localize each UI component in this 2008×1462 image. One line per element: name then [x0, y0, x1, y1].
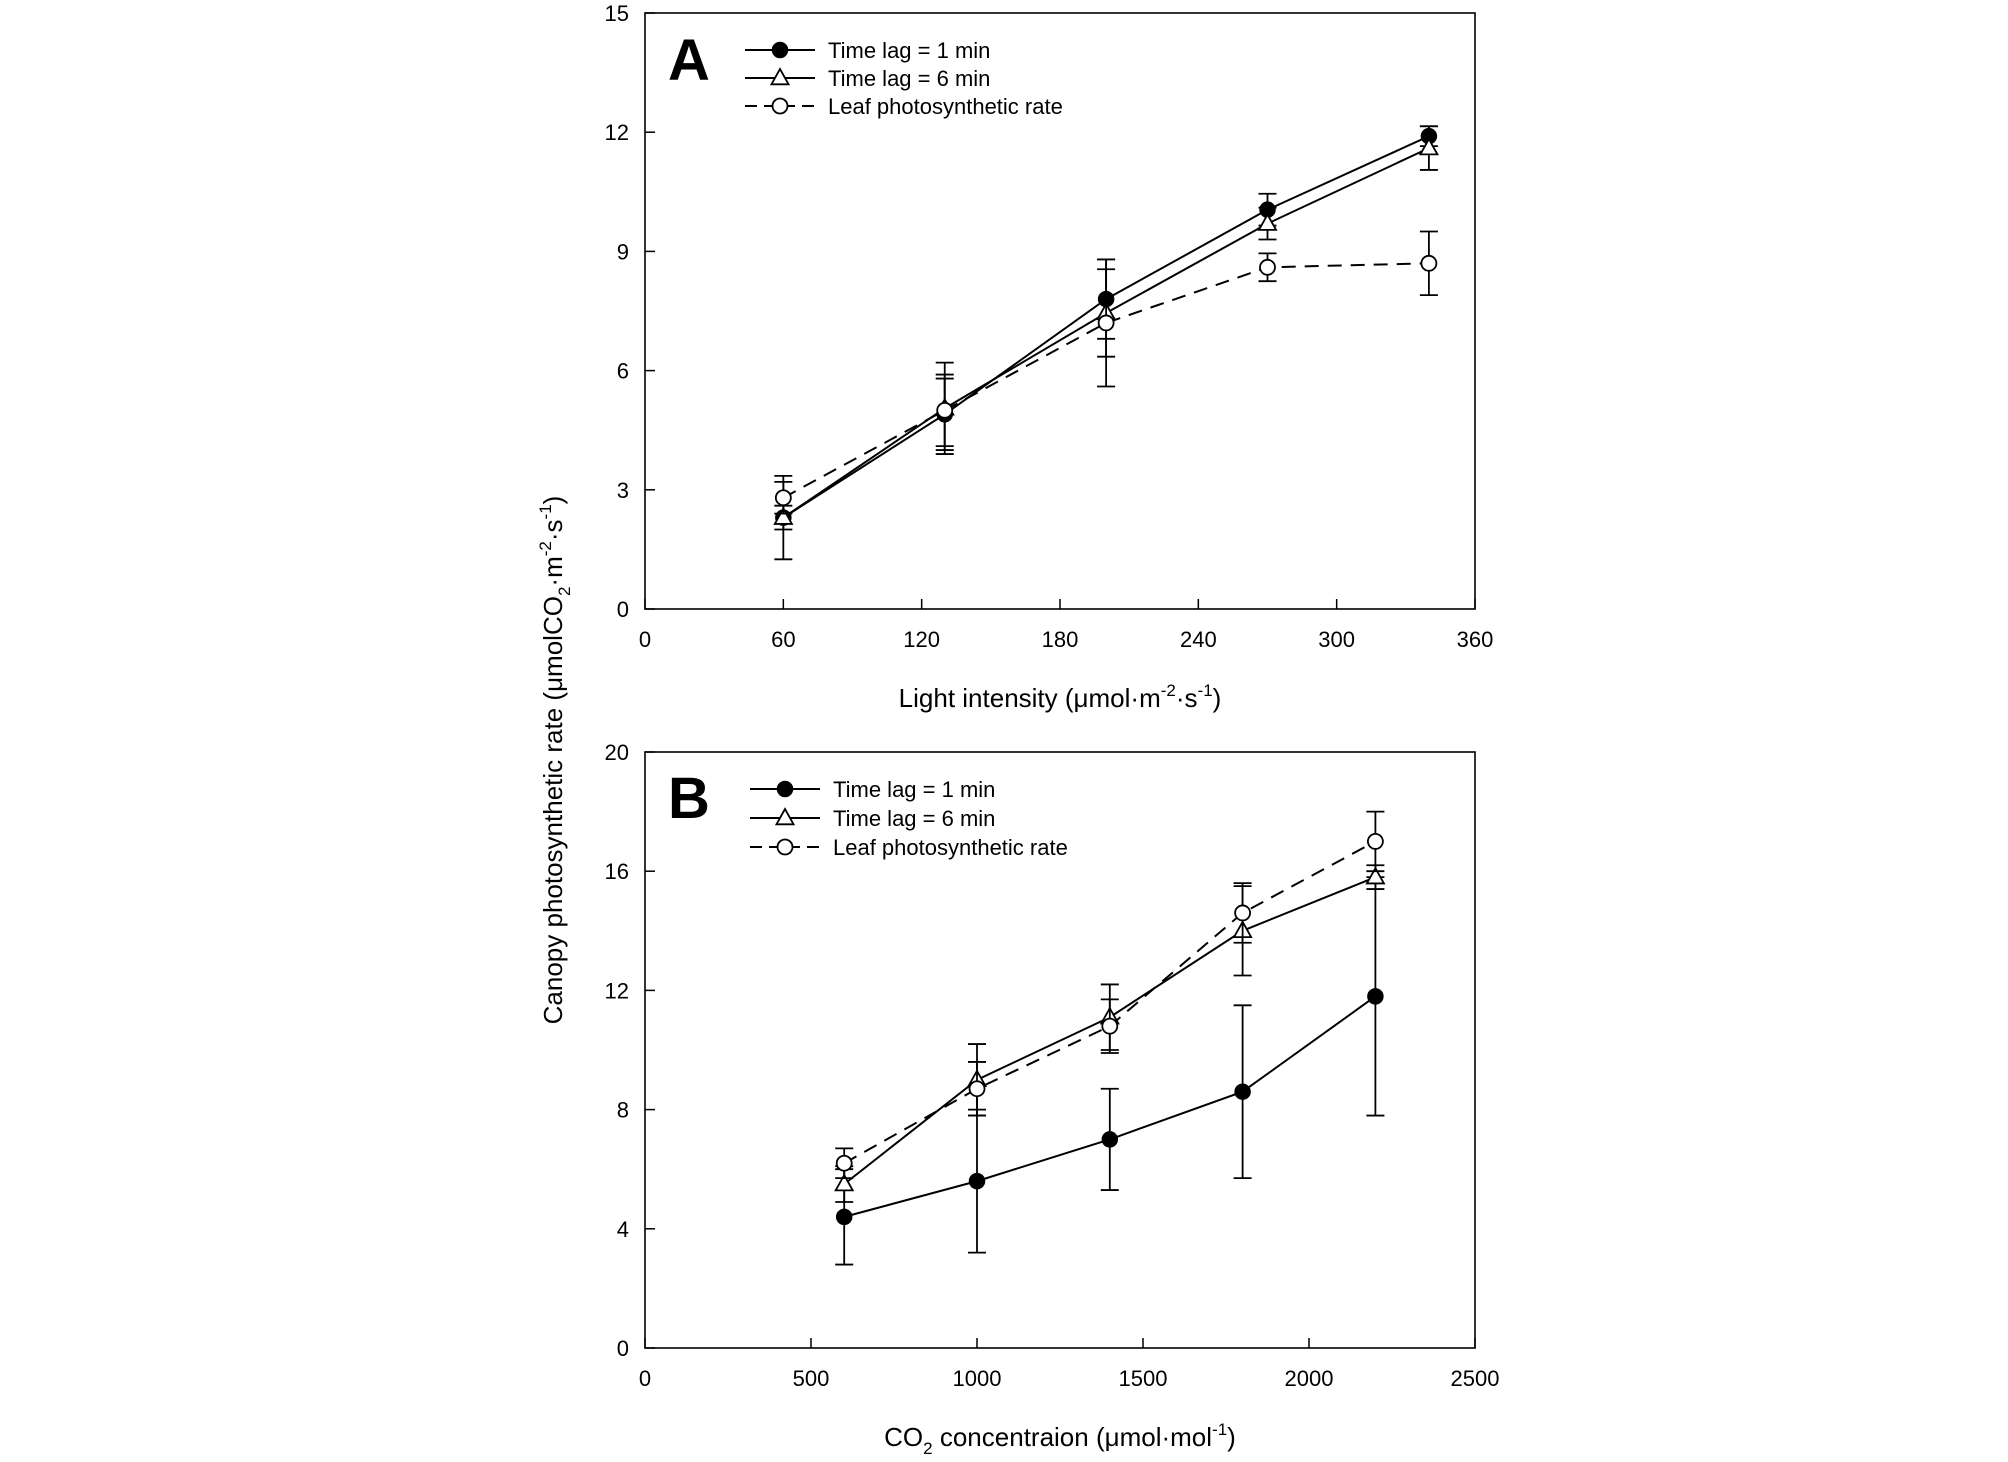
marker-filled-circle — [1101, 1131, 1119, 1148]
label-part: -2 — [536, 541, 555, 556]
marker-open-circle — [1101, 1017, 1119, 1035]
legend-label: Leaf photosynthetic rate — [833, 835, 1068, 860]
y-tick-label: 16 — [605, 859, 629, 884]
marker-filled-circle — [835, 1208, 853, 1226]
x-tick-label: 300 — [1318, 627, 1355, 652]
y-tick-label: 0 — [617, 1336, 629, 1361]
marker-open-circle — [776, 838, 794, 856]
label-part: ·m — [538, 556, 568, 586]
label-part: CO — [884, 1422, 923, 1452]
x-tick-label: 2500 — [1451, 1366, 1500, 1391]
y-tick-label: 3 — [617, 478, 629, 503]
legend-label: Leaf photosynthetic rate — [828, 94, 1063, 119]
y-tick-label: 20 — [605, 740, 629, 765]
x-tick-label: 360 — [1457, 627, 1494, 652]
label-part: 2 — [555, 587, 574, 596]
legend-item: Time lag = 1 min — [745, 38, 990, 63]
label-part: 2 — [923, 1439, 932, 1457]
x-tick-label: 1500 — [1119, 1366, 1168, 1391]
x-tick-label: 2000 — [1285, 1366, 1334, 1391]
y-tick-label: 8 — [617, 1098, 629, 1123]
y-tick-label: 9 — [617, 239, 629, 264]
y-tick-label: 12 — [605, 978, 629, 1003]
marker-open-circle — [1420, 254, 1438, 272]
marker-open-triangle — [769, 67, 791, 86]
panel-a: 0 60 120 180 240 300 360 0 3 6 9 12 15 Light intensit… — [605, 1, 1494, 713]
marker-filled-circle — [1367, 988, 1384, 1005]
marker-open-triangle — [773, 506, 794, 525]
marker-filled-circle — [776, 780, 794, 798]
series-1 — [835, 876, 1385, 1266]
x-tick-label: 0 — [639, 1366, 651, 1391]
marker-open-triangle — [1365, 866, 1386, 885]
series-line — [782, 262, 1429, 499]
marker-open-circle — [771, 97, 789, 115]
label-part: ·s — [1176, 683, 1198, 713]
marker-open-circle — [1097, 314, 1115, 332]
marker-open-circle — [1234, 904, 1251, 922]
label-part: ·s — [538, 519, 568, 541]
x-tick-label: 240 — [1180, 627, 1217, 652]
x-axis-label: Light intensity (μmol·m-2·s-1) — [899, 681, 1222, 713]
marker-open-circle — [936, 401, 954, 419]
plot-frame — [644, 751, 1476, 1349]
label-part: -1 — [536, 504, 555, 519]
y-tick-label: 6 — [617, 359, 629, 384]
label-part: -1 — [1212, 1420, 1227, 1439]
panel-label: A — [668, 28, 710, 93]
marker-filled-circle — [1234, 1083, 1251, 1100]
x-axis-label: CO2 concentraion (μmol·mol-1) — [884, 1420, 1236, 1457]
marker-open-circle — [835, 1154, 853, 1172]
series-3 — [774, 230, 1438, 515]
series-3 — [835, 810, 1385, 1180]
panel-label: B — [668, 766, 710, 831]
x-tick-label: 180 — [1042, 627, 1079, 652]
label-part: Canopy photosynthetic rate (μmolCO — [538, 596, 568, 1024]
legend-label: Time lag = 1 min — [828, 38, 990, 63]
legend-label: Time lag = 1 min — [833, 777, 995, 802]
marker-open-triangle — [1257, 212, 1278, 231]
legend-item: Time lag = 6 min — [750, 806, 995, 831]
marker-open-circle — [1367, 833, 1384, 850]
y-tick-label: 4 — [617, 1217, 629, 1242]
x-tick-label: 500 — [793, 1366, 830, 1391]
marker-open-circle — [968, 1080, 986, 1098]
label-part: ) — [1213, 683, 1222, 713]
legend-item: Time lag = 1 min — [750, 777, 995, 802]
legend-item: Leaf photosynthetic rate — [750, 835, 1068, 860]
y-tick-label: 0 — [617, 597, 629, 622]
marker-open-triangle — [1418, 137, 1439, 156]
label-part: Light intensity (μmol·m — [899, 683, 1161, 713]
marker-open-triangle — [774, 807, 796, 826]
y-tick-label: 12 — [605, 120, 629, 145]
legend: Time lag = 1 min Time lag = 6 min Leaf pho… — [745, 38, 1063, 119]
label-part: -2 — [1161, 681, 1176, 700]
x-tick-label: 120 — [903, 627, 940, 652]
legend: Time lag = 1 min Time lag = 6 min Leaf pho… — [750, 777, 1068, 860]
marker-open-circle — [774, 489, 792, 507]
marker-filled-circle — [771, 41, 789, 59]
legend-item: Leaf photosynthetic rate — [745, 94, 1063, 119]
marker-open-circle — [1259, 258, 1276, 276]
marker-open-triangle — [834, 1173, 855, 1192]
label-part: concentraion (μmol·mol — [933, 1422, 1212, 1452]
x-tick-label: 60 — [771, 627, 795, 652]
x-tick-label: 0 — [639, 627, 651, 652]
legend-label: Time lag = 6 min — [828, 66, 990, 91]
x-tick-label: 1000 — [953, 1366, 1002, 1391]
legend-label: Time lag = 6 min — [833, 806, 995, 831]
marker-filled-circle — [968, 1172, 986, 1190]
panel-b: 0 500 1000 1500 2000 2500 0 4 8 12 16 20 CO2 concent… — [605, 740, 1500, 1458]
label-part: ) — [538, 496, 568, 505]
y-tick-label: 15 — [605, 1, 629, 26]
label-part: ) — [1227, 1422, 1236, 1452]
y-axis-label: Canopy photosynthetic rate (μmolCO2·m-2·… — [536, 496, 574, 1025]
label-part: -1 — [1198, 681, 1213, 700]
legend-item: Time lag = 6 min — [745, 66, 990, 91]
